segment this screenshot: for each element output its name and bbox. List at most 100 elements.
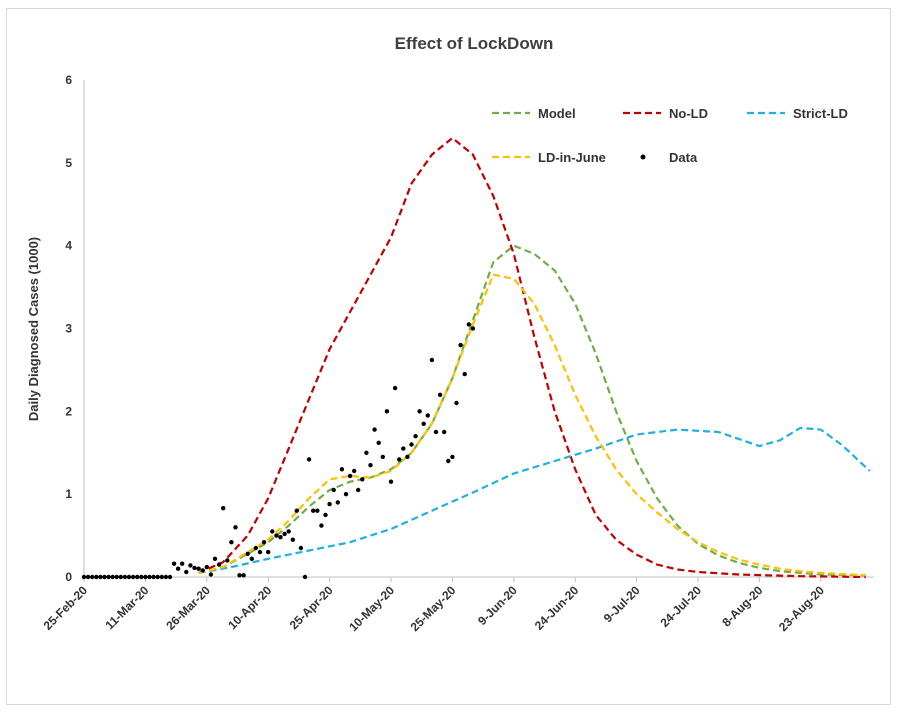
data-point	[167, 574, 173, 580]
data-point	[249, 556, 254, 561]
x-tick-label: 24-Jul-20	[657, 583, 704, 630]
data-point	[356, 487, 361, 493]
data-point	[290, 537, 295, 542]
data-point	[388, 479, 394, 484]
data-point	[433, 429, 439, 435]
data-point	[286, 529, 291, 534]
data-point	[102, 574, 107, 580]
data-point	[294, 508, 299, 513]
x-axis-ticks: 25-Feb-20 11-Mar-20 26-Mar-20 10-Apr-20 25-A…	[41, 577, 827, 634]
data-point	[147, 574, 152, 580]
y-tick-label: 4	[65, 239, 72, 253]
legend: Model No-LD Strict-LD LD-in-June Data	[492, 106, 848, 165]
data-point	[319, 523, 324, 528]
data-point	[405, 454, 410, 460]
x-tick-label: 10-Apr-20	[225, 583, 274, 632]
y-axis-ticks: 0 1 2 3 4 5 6	[65, 73, 72, 584]
x-tick-label: 11-Mar-20	[102, 583, 151, 632]
data-point	[401, 446, 406, 451]
data-point	[196, 566, 201, 571]
data-point	[237, 573, 242, 578]
data-point	[94, 574, 99, 580]
series-line-strict-ld	[198, 426, 871, 574]
data-point	[175, 566, 181, 571]
data-point	[368, 463, 373, 468]
data-point	[114, 574, 119, 580]
y-tick-label: 3	[65, 322, 72, 336]
data-point	[253, 545, 259, 551]
data-point	[163, 574, 169, 580]
legend-swatch-data	[640, 154, 646, 160]
data-point	[298, 545, 304, 551]
data-point	[352, 468, 357, 474]
data-point	[270, 529, 275, 534]
data-point	[135, 574, 140, 580]
data-point	[85, 574, 91, 580]
legend-label-strict-ld: Strict-LD	[793, 106, 848, 121]
x-tick-label: 26-Mar-20	[163, 583, 213, 633]
x-tick-label: 10-May-20	[346, 583, 397, 634]
data-point	[446, 458, 451, 464]
x-tick-label: 23-Aug-20	[776, 583, 827, 634]
data-point	[143, 574, 148, 580]
data-point	[241, 573, 246, 578]
series-line-ld-in-june	[198, 273, 866, 577]
data-point	[376, 440, 381, 445]
data-point	[417, 409, 422, 414]
data-point	[409, 442, 414, 447]
data-point	[106, 574, 111, 580]
data-point	[425, 413, 430, 418]
data-point	[347, 473, 353, 479]
data-point	[278, 535, 283, 540]
data-point	[466, 322, 471, 327]
data-point	[397, 457, 402, 462]
data-point	[155, 574, 160, 580]
data-point	[454, 400, 459, 406]
data-point	[81, 574, 87, 580]
data-point	[327, 501, 332, 507]
data-point	[462, 371, 467, 377]
data-point	[245, 551, 250, 556]
data-point	[331, 487, 336, 493]
data-point	[212, 556, 218, 561]
series-line-model	[198, 244, 866, 577]
data-point	[372, 427, 377, 432]
data-point	[458, 342, 463, 348]
data-point	[233, 525, 238, 530]
data-point	[216, 562, 222, 567]
data-point	[261, 540, 267, 545]
data-point	[208, 572, 214, 577]
data-point	[470, 326, 476, 331]
data-point	[450, 454, 455, 460]
data-point	[159, 574, 164, 580]
data-point	[392, 385, 398, 391]
data-point	[429, 357, 435, 363]
data-point	[339, 467, 345, 472]
y-tick-label: 5	[65, 156, 72, 170]
series-layer	[198, 136, 871, 579]
data-point	[110, 574, 115, 580]
legend-label-no-ld: No-LD	[669, 106, 708, 121]
data-point	[442, 429, 447, 435]
data-point	[315, 508, 320, 513]
data-point	[229, 540, 234, 545]
data-point	[306, 457, 312, 462]
x-tick-label: 25-Feb-20	[41, 583, 91, 633]
y-tick-label: 1	[65, 487, 72, 501]
x-tick-label: 9-Jul-20	[601, 583, 643, 625]
data-point	[343, 492, 349, 497]
data-point	[282, 531, 287, 537]
y-tick-label: 0	[65, 570, 72, 584]
data-point	[171, 561, 177, 566]
data-point	[98, 574, 103, 580]
data-point	[118, 574, 124, 580]
x-tick-label: 25-May-20	[408, 583, 459, 634]
data-point	[151, 574, 156, 580]
x-tick-label: 9-Jun-20	[475, 583, 520, 628]
data-point	[384, 409, 390, 414]
data-point	[90, 574, 95, 580]
data-point	[122, 574, 128, 580]
data-point	[221, 506, 226, 511]
data-point	[126, 574, 132, 580]
